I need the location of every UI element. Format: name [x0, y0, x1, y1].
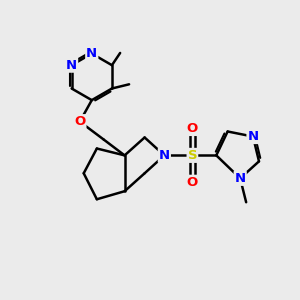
Text: N: N [248, 130, 259, 143]
Text: N: N [66, 59, 77, 72]
Text: S: S [188, 149, 197, 162]
Text: O: O [187, 122, 198, 135]
Text: O: O [187, 176, 198, 189]
Text: O: O [74, 115, 85, 128]
Text: N: N [86, 47, 97, 60]
Text: N: N [235, 172, 246, 185]
Text: N: N [159, 149, 170, 162]
